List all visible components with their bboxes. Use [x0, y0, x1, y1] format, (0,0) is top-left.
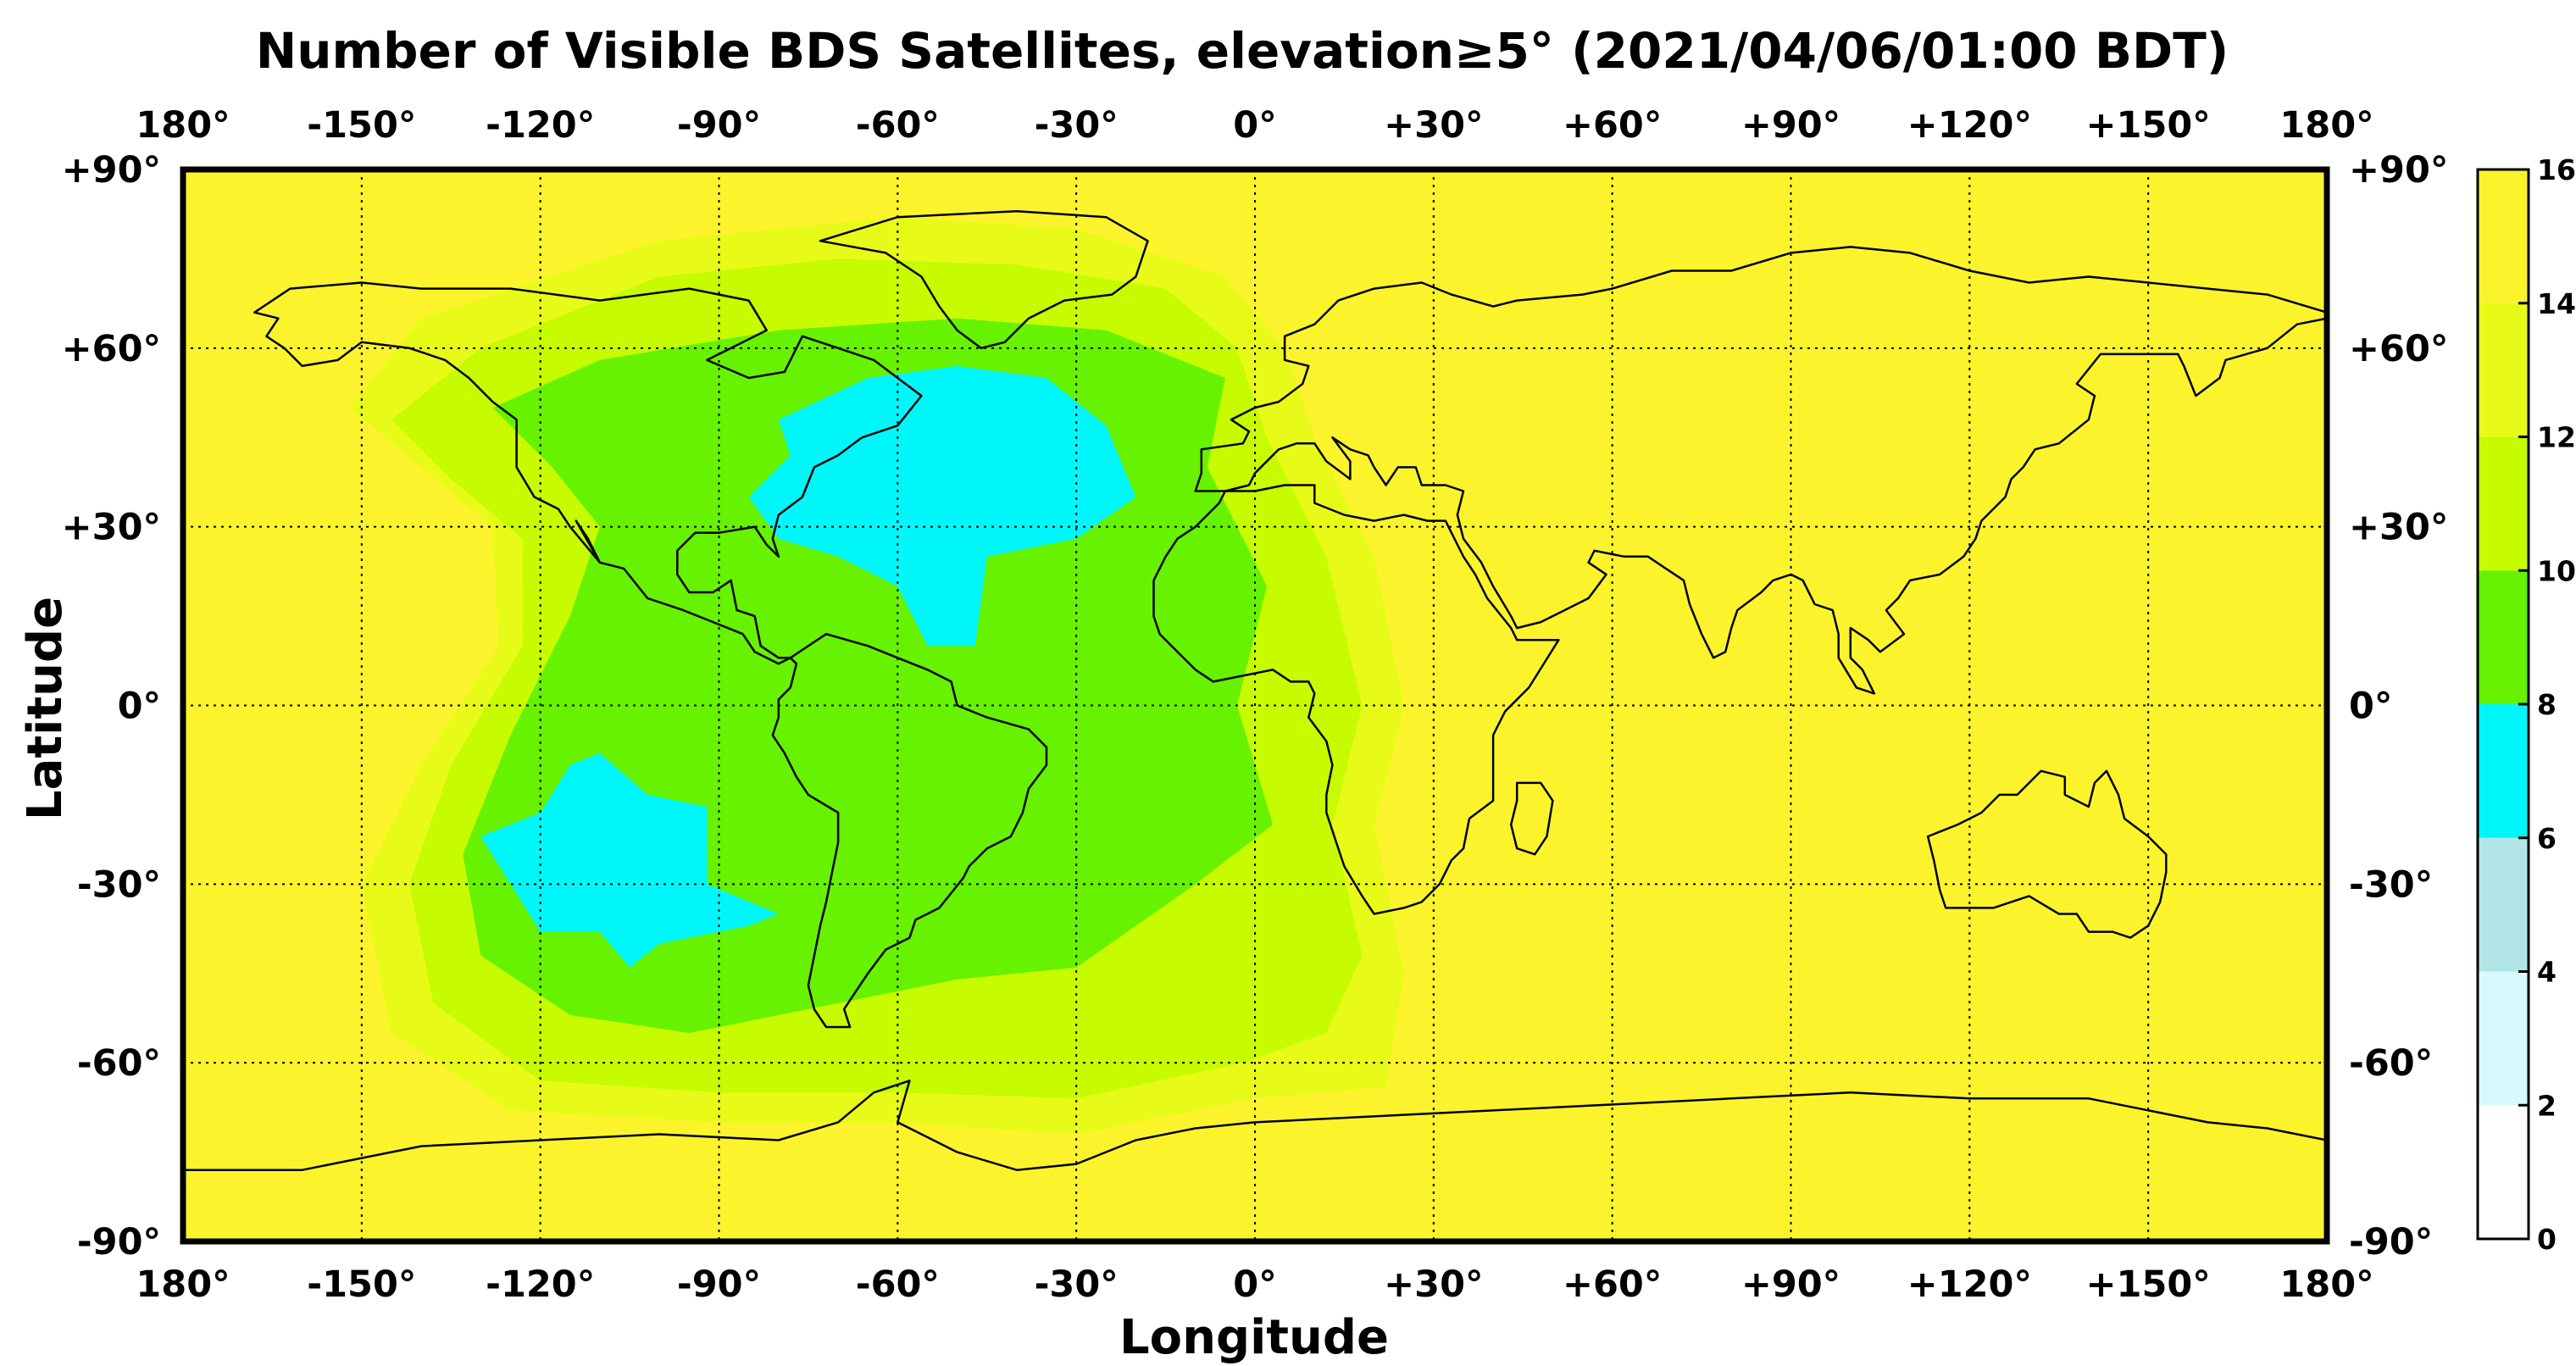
x-axis-label: Longitude [1119, 1310, 1389, 1365]
lon-tick-label: -90° [677, 104, 761, 147]
coastline-africa [1152, 484, 1560, 915]
lon-tick-label: +60° [1563, 1263, 1662, 1306]
colorbar: 0 2 4 6 8 10 12 14 16 [2476, 153, 2576, 1256]
colorbar-bin-5 [2478, 436, 2529, 571]
colorbar-bin-0 [2478, 1105, 2529, 1239]
colorbar-tick-label: 10 [2537, 554, 2576, 587]
heatmap-layer [183, 169, 2327, 1241]
map-frame [180, 166, 2330, 1245]
lon-tick-label: 180° [136, 104, 230, 147]
lon-tick-label: +120° [1907, 104, 2032, 147]
lon-tick-label: +90° [1741, 104, 1840, 147]
y-axis-label: Latitude [18, 597, 73, 820]
lat-tick-label: +30° [2349, 507, 2448, 549]
coastline-madagascar [1509, 781, 1554, 856]
colorbar-bin-6 [2478, 303, 2529, 437]
lat-tick-label: -30° [77, 863, 161, 906]
colorbar-tick-label: 14 [2537, 287, 2576, 320]
colorbar-tick-label: 0 [2537, 1223, 2557, 1256]
latitude-ticks-left: +90° +60° +30° 0° -30° -60° -90° [62, 149, 161, 1263]
colorbar-bin-3 [2478, 704, 2529, 838]
colorbar-bin-2 [2478, 837, 2529, 972]
lon-tick-label: -60° [856, 104, 940, 147]
lon-tick-label: +60° [1563, 104, 1662, 147]
lat-tick-label: +60° [2349, 328, 2448, 370]
colorbar-bin-4 [2478, 570, 2529, 704]
lat-tick-label: -60° [77, 1042, 161, 1085]
lon-tick-label: -60° [856, 1263, 940, 1306]
lon-tick-label: -150° [307, 104, 416, 147]
lon-tick-label: +150° [2086, 104, 2211, 147]
longitude-ticks-bottom: 180° -150° -120° -90° -60° -30° 0° +30° +60° +90°… [136, 1263, 2373, 1306]
lon-tick-label: -150° [307, 1263, 416, 1306]
lat-tick-label: +90° [2349, 149, 2448, 192]
lon-tick-label: -90° [677, 1263, 761, 1306]
latitude-ticks-right: +90° +60° +30° 0° -30° -60° -90° [2349, 149, 2448, 1263]
colorbar-tick-label: 8 [2537, 688, 2557, 721]
lon-tick-label: +150° [2086, 1263, 2211, 1306]
lat-tick-label: -60° [2349, 1042, 2433, 1085]
colorbar-tick-label: 4 [2537, 956, 2557, 989]
colorbar-tick-label: 12 [2537, 421, 2576, 454]
lat-tick-label: 0° [2349, 686, 2392, 728]
coastline-south-america [771, 632, 1048, 1029]
lon-tick-label: +30° [1384, 104, 1483, 147]
gridlines [183, 169, 2327, 1241]
colorbar-tick-label: 6 [2537, 822, 2557, 855]
coastline-australia [1926, 769, 2168, 939]
longitude-ticks-top: 180° -150° -120° -90° -60° -30° 0° +30° +60° +90°… [136, 104, 2373, 147]
colorbar-bin-1 [2478, 971, 2529, 1106]
coastline-greenland [819, 209, 1149, 350]
lat-tick-label: +30° [62, 507, 161, 549]
lon-tick-label: +30° [1384, 1263, 1483, 1306]
lon-tick-label: -30° [1035, 104, 1119, 147]
lon-tick-label: 180° [2279, 104, 2373, 147]
lon-tick-label: -120° [486, 104, 595, 147]
lat-tick-label: -30° [2349, 863, 2433, 906]
chart-title: Number of Visible BDS Satellites, elevat… [256, 22, 2229, 80]
colorbar-tick-label: 16 [2537, 153, 2576, 186]
heatmap-region-4 [748, 365, 1136, 647]
coastline-antarctica [183, 1080, 2327, 1171]
heatmap-region-5 [480, 752, 779, 968]
heatmap-regions [349, 217, 1404, 1135]
lat-tick-label: +60° [62, 328, 161, 370]
lat-tick-label: 0° [118, 686, 161, 728]
lat-tick-label: +90° [62, 149, 161, 192]
lon-tick-label: -120° [486, 1263, 595, 1306]
lon-tick-label: 0° [1233, 104, 1276, 147]
lon-tick-label: -30° [1035, 1263, 1119, 1306]
lon-tick-label: 180° [136, 1263, 230, 1306]
coastline-north-america [253, 281, 923, 665]
colorbar-bin-7 [2478, 169, 2529, 303]
colorbar-tick-label: 2 [2537, 1089, 2557, 1122]
lon-tick-label: 180° [2279, 1263, 2373, 1306]
lat-tick-label: -90° [77, 1221, 161, 1263]
lon-tick-label: 0° [1233, 1263, 1276, 1306]
lon-tick-label: +120° [1907, 1263, 2032, 1306]
lat-tick-label: -90° [2349, 1221, 2433, 1263]
coastline-eurasia [1194, 246, 2327, 695]
lon-tick-label: +90° [1741, 1263, 1840, 1306]
coastlines [183, 209, 2327, 1171]
